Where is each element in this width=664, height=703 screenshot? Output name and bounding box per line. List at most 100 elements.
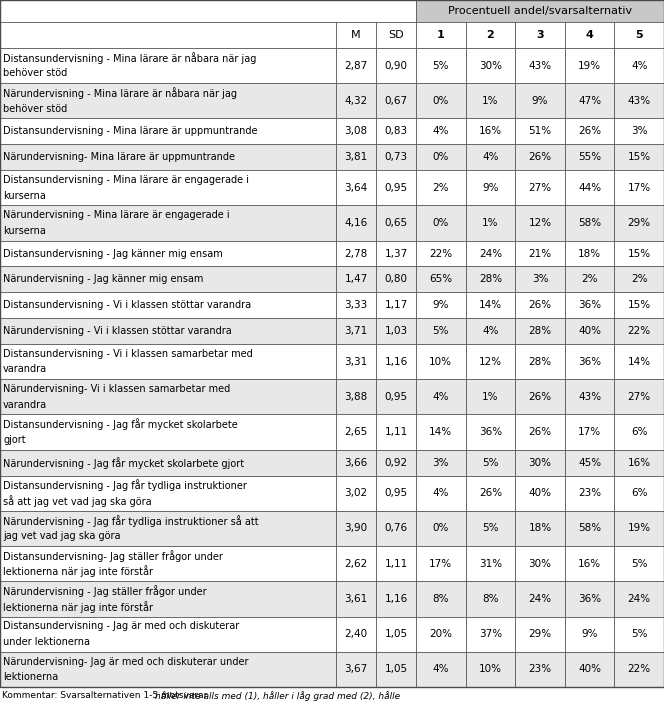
Text: 8%: 8% — [432, 594, 449, 604]
Bar — [336, 546, 376, 581]
Text: 19%: 19% — [627, 524, 651, 534]
Text: 5: 5 — [635, 30, 643, 40]
Bar — [336, 48, 376, 83]
Text: 14%: 14% — [479, 300, 502, 310]
Bar — [465, 475, 515, 511]
Text: Distansundervisning - Jag är med och diskuterar: Distansundervisning - Jag är med och dis… — [3, 621, 239, 631]
Bar — [614, 266, 664, 292]
Bar — [0, 48, 336, 83]
Text: 0,67: 0,67 — [384, 96, 408, 106]
Text: 2,78: 2,78 — [345, 249, 368, 259]
Text: 3,81: 3,81 — [345, 153, 368, 162]
Text: 5%: 5% — [482, 524, 499, 534]
Bar — [416, 617, 465, 652]
Bar — [515, 205, 565, 240]
Text: 2%: 2% — [631, 274, 647, 285]
Text: 0,76: 0,76 — [384, 524, 408, 534]
Bar — [614, 617, 664, 652]
Bar — [416, 119, 465, 144]
Text: 23%: 23% — [529, 664, 552, 674]
Bar — [336, 292, 376, 318]
Text: 2,65: 2,65 — [345, 427, 368, 437]
Text: 1,47: 1,47 — [345, 274, 368, 285]
Text: Närundervisning - Mina lärare är engagerade i: Närundervisning - Mina lärare är engager… — [3, 210, 230, 220]
Bar — [416, 170, 465, 205]
Bar — [515, 415, 565, 450]
Bar — [515, 450, 565, 475]
Bar — [336, 415, 376, 450]
Bar — [465, 48, 515, 83]
Text: 26%: 26% — [479, 488, 502, 498]
Bar — [336, 450, 376, 475]
Text: behöver stöd: behöver stöd — [3, 103, 67, 114]
Text: 15%: 15% — [627, 300, 651, 310]
Bar — [0, 450, 336, 475]
Bar — [565, 48, 614, 83]
Text: 16%: 16% — [479, 127, 502, 136]
Text: 23%: 23% — [578, 488, 601, 498]
Text: 31%: 31% — [479, 559, 502, 569]
Text: 10%: 10% — [430, 356, 452, 367]
Text: 1: 1 — [437, 30, 445, 40]
Text: Distansundervisning - Jag känner mig ensam: Distansundervisning - Jag känner mig ens… — [3, 249, 222, 259]
Text: 0%: 0% — [433, 524, 449, 534]
Bar — [0, 546, 336, 581]
Bar — [416, 205, 465, 240]
Text: 3,67: 3,67 — [345, 664, 368, 674]
Bar — [465, 511, 515, 546]
Text: 29%: 29% — [627, 218, 651, 228]
Bar — [465, 170, 515, 205]
Bar — [614, 240, 664, 266]
Bar — [0, 617, 336, 652]
Bar — [0, 344, 336, 379]
Text: 44%: 44% — [578, 183, 601, 193]
Bar — [416, 379, 465, 415]
Bar — [565, 617, 614, 652]
Text: 1,16: 1,16 — [384, 356, 408, 367]
Text: 21%: 21% — [529, 249, 552, 259]
Bar — [376, 415, 416, 450]
Bar — [614, 83, 664, 119]
Bar — [465, 266, 515, 292]
Bar — [614, 379, 664, 415]
Bar — [416, 266, 465, 292]
Bar — [515, 266, 565, 292]
Text: 43%: 43% — [627, 96, 651, 106]
Bar — [565, 652, 614, 687]
Text: 22%: 22% — [627, 664, 651, 674]
Text: 1,11: 1,11 — [384, 427, 408, 437]
Bar — [416, 511, 465, 546]
Text: 3,66: 3,66 — [345, 458, 368, 467]
Text: 5%: 5% — [432, 326, 449, 336]
Text: Distansundervisning - Mina lärare är nåbara när jag: Distansundervisning - Mina lärare är nåb… — [3, 52, 256, 64]
Bar — [465, 546, 515, 581]
Bar — [614, 205, 664, 240]
Text: 30%: 30% — [529, 559, 552, 569]
Bar — [465, 22, 515, 48]
Text: 3,31: 3,31 — [345, 356, 368, 367]
Bar — [376, 652, 416, 687]
Bar — [565, 144, 614, 170]
Text: 26%: 26% — [529, 153, 552, 162]
Bar — [465, 119, 515, 144]
Bar — [515, 511, 565, 546]
Bar — [565, 511, 614, 546]
Bar — [336, 318, 376, 344]
Text: 9%: 9% — [532, 96, 548, 106]
Bar — [465, 344, 515, 379]
Text: 55%: 55% — [578, 153, 601, 162]
Bar — [565, 266, 614, 292]
Text: Kommentar: Svarsalternativen 1-5 motsvarar: Kommentar: Svarsalternativen 1-5 motsvar… — [2, 691, 210, 700]
Bar — [336, 83, 376, 119]
Text: under lektionerna: under lektionerna — [3, 637, 90, 647]
Text: 24%: 24% — [627, 594, 651, 604]
Bar — [0, 170, 336, 205]
Bar — [515, 652, 565, 687]
Bar — [515, 292, 565, 318]
Text: 2%: 2% — [432, 183, 449, 193]
Text: 4,16: 4,16 — [345, 218, 368, 228]
Bar — [565, 581, 614, 617]
Text: 16%: 16% — [578, 559, 601, 569]
Bar — [515, 581, 565, 617]
Text: 8%: 8% — [482, 594, 499, 604]
